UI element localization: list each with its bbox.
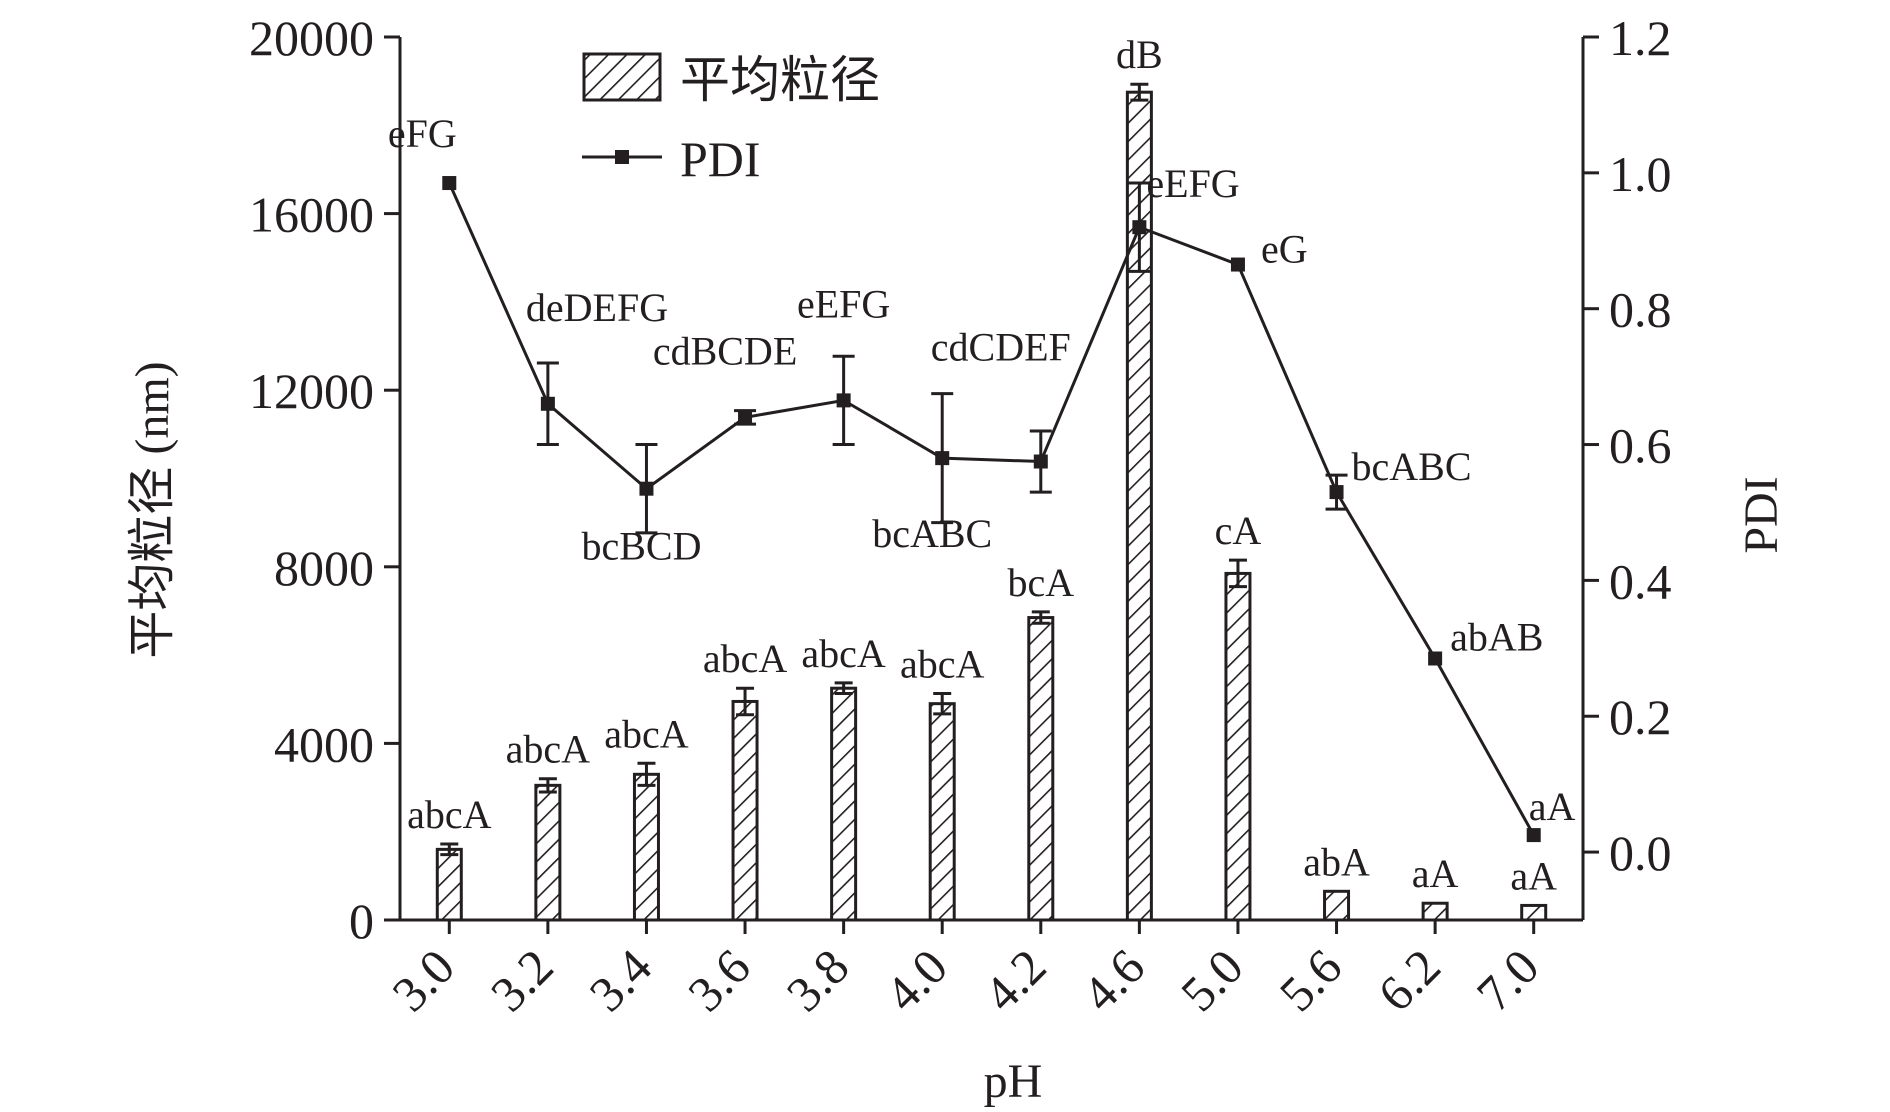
y-right-tick-label: 0.8 — [1609, 282, 1672, 338]
bar — [928, 702, 956, 922]
bar — [534, 783, 562, 922]
pdi-significance-label: cdBCDE — [653, 328, 797, 373]
x-tick-label: 7.0 — [1466, 938, 1550, 1022]
y-axis-left-title: 平均粒径 (nm) — [126, 361, 179, 658]
annotations: abcA abcA abcA abcA abcA abcA bcA dB cA abA aA aA eF… — [388, 32, 1576, 898]
x-tick-label: 3.6 — [677, 938, 761, 1022]
y-right-tick-label: 1.0 — [1609, 146, 1672, 202]
y-left-tick-label: 20000 — [249, 10, 374, 66]
bar-significance-label: abcA — [604, 711, 689, 756]
bar — [1323, 889, 1351, 922]
x-tick-label: 5.0 — [1170, 938, 1254, 1022]
y-left-tick-label: 12000 — [249, 363, 374, 419]
x-axis-title: pH — [984, 1055, 1043, 1107]
bar-significance-label: aA — [1510, 853, 1557, 898]
y-left-tick-label: 0 — [349, 893, 374, 949]
pdi-point — [442, 176, 457, 191]
bar — [830, 686, 858, 922]
bar — [1224, 571, 1252, 922]
pdi-point — [639, 481, 654, 496]
legend: 平均粒径 PDI — [582, 52, 880, 187]
x-tick-label: 3.0 — [381, 938, 465, 1022]
legend-line-marker — [615, 150, 629, 164]
pdi-significance-label: deDEFG — [526, 285, 668, 330]
pdi-point — [738, 410, 753, 425]
bar-significance-label: aA — [1412, 851, 1459, 896]
pdi-line — [447, 182, 1536, 836]
bar — [1027, 616, 1055, 922]
pdi-point — [1428, 651, 1443, 666]
pdi-point — [1230, 257, 1245, 272]
pdi-significance-label: aA — [1529, 784, 1576, 829]
y-right-tick-label: 0.6 — [1609, 418, 1672, 474]
y-right-tick-label: 0.4 — [1609, 553, 1672, 609]
legend-line-label: PDI — [680, 131, 761, 187]
pdi-significance-label: cdCDEF — [931, 325, 1071, 370]
x-tick-label: 6.2 — [1367, 938, 1451, 1022]
pdi-point — [1329, 485, 1344, 500]
pdi-significance-label: eG — [1261, 227, 1308, 272]
pdi-point — [540, 396, 555, 411]
y-right-tick-label: 1.2 — [1609, 10, 1672, 66]
bar — [632, 772, 660, 922]
bar-significance-label: abcA — [900, 642, 985, 687]
pdi-significance-label: abAB — [1450, 614, 1543, 659]
pdi-point — [935, 451, 950, 466]
y-right-tick-label: 0.0 — [1609, 825, 1672, 881]
bar — [731, 699, 759, 922]
bar-series — [435, 82, 1548, 922]
x-tick-label: 4.6 — [1071, 938, 1155, 1022]
pdi-point — [836, 393, 851, 408]
bar-significance-label: abcA — [506, 727, 591, 772]
bar-significance-label: abA — [1303, 839, 1370, 884]
x-tick-label: 3.2 — [480, 938, 564, 1022]
y-left-tick-label: 4000 — [274, 716, 374, 772]
bar-significance-label: dB — [1116, 32, 1163, 77]
x-tick-label: 5.6 — [1269, 938, 1353, 1022]
legend-bar-swatch — [582, 52, 662, 102]
bar — [1421, 901, 1449, 922]
x-tick-label: 4.0 — [874, 938, 958, 1022]
pdi-significance-label: eEFG — [797, 281, 890, 326]
pdi-point — [1132, 220, 1147, 235]
bar — [435, 847, 463, 922]
y-left-tick-label: 16000 — [249, 187, 374, 243]
y-axis-right-title: PDI — [1735, 476, 1788, 553]
pdi-point — [1033, 454, 1048, 469]
y-left-tick-label: 8000 — [274, 540, 374, 596]
pdi-significance-label: eEFG — [1146, 161, 1239, 206]
bar-significance-label: abcA — [703, 636, 788, 681]
bar-significance-label: bcA — [1007, 560, 1074, 605]
pdi-significance-label: bcBCD — [581, 524, 701, 569]
pdi-series — [442, 176, 1541, 843]
bar-significance-label: abcA — [407, 792, 492, 837]
pdi-point — [1526, 828, 1541, 843]
legend-bar-label: 平均粒径 — [680, 52, 880, 108]
bar-significance-label: abcA — [801, 631, 886, 676]
x-tick-label: 4.2 — [973, 938, 1057, 1022]
x-tick-label: 3.4 — [578, 938, 662, 1022]
y-right-tick-label: 0.2 — [1609, 689, 1672, 745]
pdi-significance-label: bcABC — [872, 511, 992, 556]
bar — [1520, 903, 1548, 922]
x-tick-label: 3.8 — [776, 938, 860, 1022]
pdi-significance-label: eFG — [388, 111, 457, 156]
bar-significance-label: cA — [1215, 508, 1262, 553]
pdi-significance-label: bcABC — [1352, 444, 1472, 489]
